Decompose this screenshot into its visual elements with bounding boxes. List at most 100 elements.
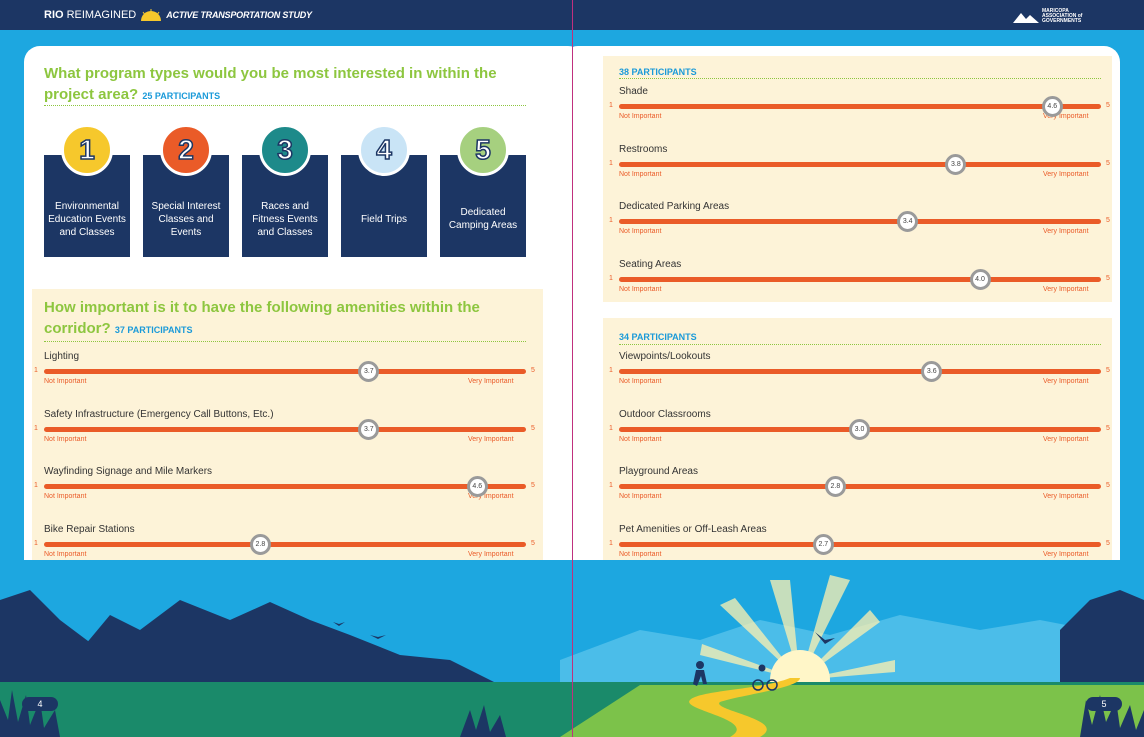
scale-min: 1 [609,102,613,109]
rating-label: Pet Amenities or Off-Leash Areas [619,523,767,535]
scale-low-label: Not Important [619,493,662,500]
scale-max: 5 [1106,102,1110,109]
rio-reimagined-logo: RIO REIMAGINED ACTIVE TRANSPORTATION STU… [44,9,312,21]
scale-low-label: Not Important [619,378,662,385]
program-number-badge: 5 [457,124,509,176]
rating-bar [619,541,1101,547]
program-question-title: What program types would you be most int… [44,65,497,103]
rating-label: Restrooms [619,143,668,155]
rating-score-knob: 3.8 [945,153,967,175]
mountains-logo-icon [1013,12,1039,23]
scale-max: 5 [1106,539,1110,547]
runner-icon [696,661,704,669]
scale-low-label: Not Important [619,113,662,120]
rating-bar [619,276,1101,282]
rating-score-knob: 3.0 [849,418,870,440]
scale-high-label: Very Important [1043,170,1089,178]
scale-high-label: Very Important [1043,228,1089,235]
rating-label: Wayfinding Signage and Mile Markers [44,466,213,477]
scale-low-label: Not Important [619,550,662,558]
amenities-participants: 37 PARTICIPANTS [114,325,193,335]
scale-low-label: Not Important [44,550,87,558]
scale-low-label: Not Important [619,435,662,443]
group-38-header: 38 PARTICIPANTS [619,67,697,77]
bird-icon [815,632,835,644]
scale-max: 5 [531,539,535,547]
divider [44,105,526,107]
scale-high-label: Very Important [1043,550,1089,558]
scale-min: 1 [609,482,613,489]
scale-min: 1 [609,367,613,374]
rating-bar [44,369,526,374]
scale-min: 1 [34,367,38,374]
scale-min: 1 [609,217,613,224]
scale-max: 5 [1106,274,1110,282]
scale-max: 5 [531,424,535,432]
rating-score-knob: 2.8 [824,476,846,497]
program-number-badge: 3 [259,124,311,176]
rating-label: Seating Areas [619,258,682,270]
page-number-left: 4 [22,697,58,711]
divider [619,78,1101,80]
rating-label: Shade [619,86,648,97]
rating-bar [619,484,1101,489]
rating-score-knob: 3.7 [358,418,380,440]
scale-max: 5 [531,482,535,489]
amenities-question-title: How important is it to have the followin… [44,299,480,337]
rating-bar [619,369,1101,374]
scale-high-label: Very Important [1043,493,1089,500]
rating-score-knob: 4.6 [466,476,488,497]
scale-low-label: Not Important [619,285,662,293]
program-number-badge: 4 [358,124,410,176]
rating-label: Outdoor Classrooms [619,408,711,420]
scale-high-label: Very Important [468,378,514,385]
program-card-3: Races and Fitness Events and Classes [242,155,328,257]
divider [619,344,1101,346]
program-participants: 25 PARTICIPANTS [142,91,221,101]
scale-high-label: Very Important [468,435,514,443]
panel-34-participants [603,318,1112,576]
rating-label: Lighting [44,351,80,362]
panel-38-participants [603,56,1112,302]
rating-bar [44,426,526,432]
grass-icon [0,690,1144,737]
page-spine [572,0,573,737]
rating-bar [619,161,1101,167]
rating-score-knob: 3.6 [921,361,943,382]
scale-max: 5 [1106,217,1110,224]
page-number-right: 5 [1086,697,1122,711]
scale-max: 5 [1106,424,1110,432]
rating-label: Bike Repair Stations [44,523,135,535]
scale-max: 5 [1106,159,1110,167]
scale-high-label: Very Important [1043,113,1089,120]
rating-label: Dedicated Parking Areas [619,201,730,212]
rating-score-knob: 4.6 [1041,96,1063,117]
rating-label: Viewpoints/Lookouts [619,351,711,362]
bird-icon [333,622,345,626]
scale-max: 5 [1106,367,1110,374]
program-number-badge: 2 [160,124,212,176]
scale-min: 1 [609,424,613,432]
group-34-header: 34 PARTICIPANTS [619,332,697,342]
rating-score-knob: 3.4 [897,211,919,232]
scale-min: 1 [609,274,613,282]
scale-high-label: Very Important [468,493,514,500]
trail-path [689,678,800,737]
rating-label: Playground Areas [619,466,698,477]
rating-score-knob: 4.0 [969,268,991,290]
rating-bar [44,541,526,547]
scale-low-label: Not Important [44,378,87,385]
mag-logo: MARICOPA ASSOCIATION of GOVERNMENTS [1013,9,1100,24]
scale-min: 1 [609,539,613,547]
scale-high-label: Very Important [468,550,514,558]
scale-max: 5 [1106,482,1110,489]
rating-label: Safety Infrastructure (Emergency Call Bu… [44,408,274,420]
rating-bar [619,104,1101,109]
program-number-badge: 1 [61,124,113,176]
scale-min: 1 [34,539,38,547]
rating-score-knob: 3.7 [358,361,380,382]
rating-score-knob: 2.8 [249,533,271,555]
amenities-panel [32,289,543,576]
rating-bar [619,219,1101,224]
rating-bar [44,484,526,489]
